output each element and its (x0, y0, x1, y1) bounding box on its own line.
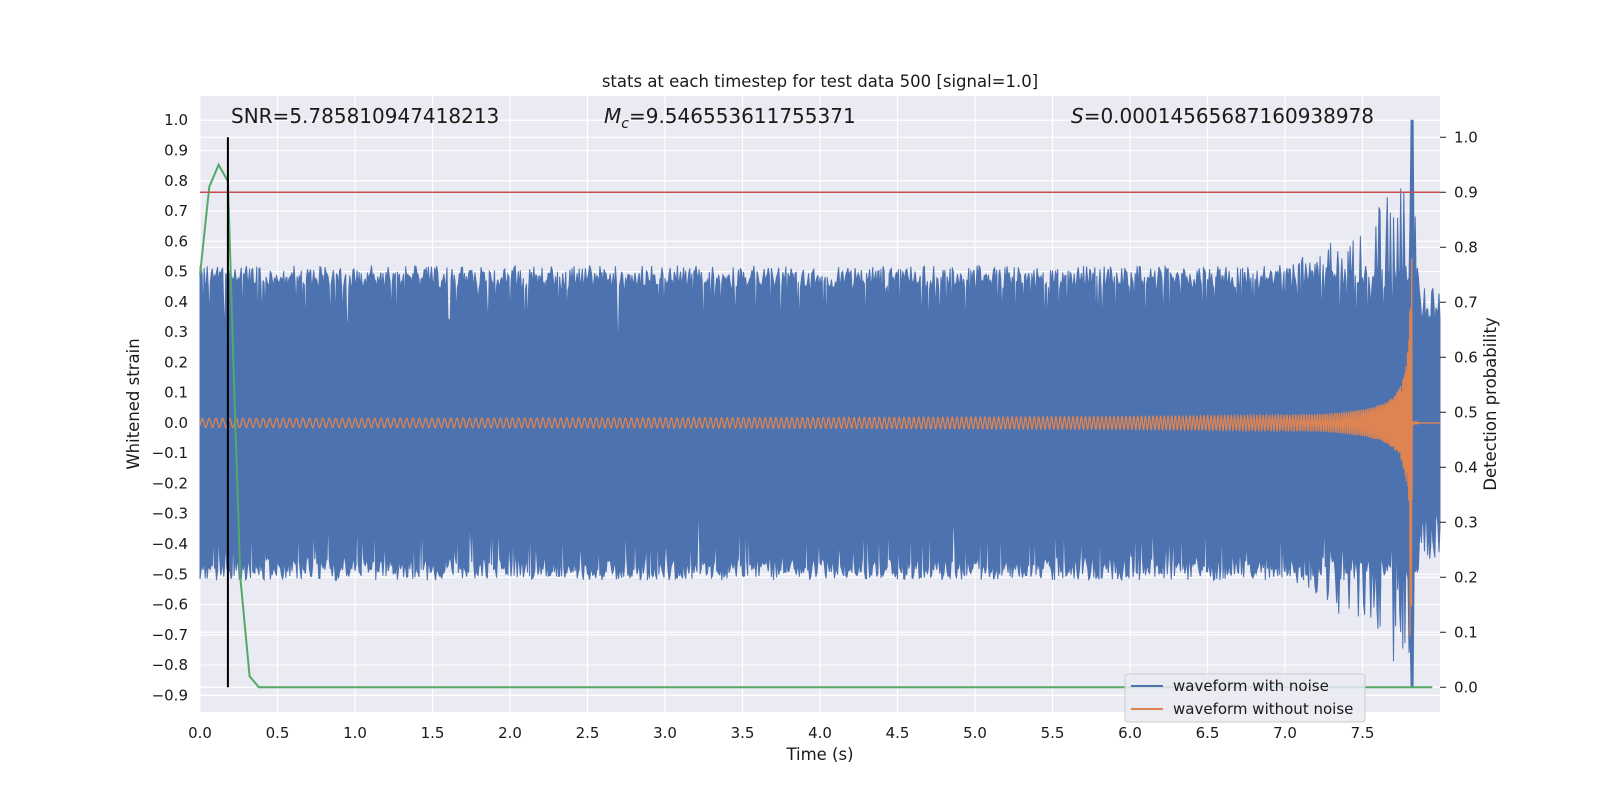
y-left-tick-label: 0.9 (164, 141, 188, 159)
y-left-tick-label: 0.6 (164, 232, 188, 250)
x-tick-label: 0.5 (266, 724, 290, 742)
y-right-tick-label: 0.3 (1454, 513, 1478, 531)
y-left-tick-label: −0.9 (152, 686, 188, 704)
x-tick-label: 1.5 (421, 724, 445, 742)
noise-waveform-line (199, 119, 1441, 687)
x-tick-label: 6.0 (1118, 724, 1142, 742)
y-left-tick-label: 0.5 (164, 263, 188, 281)
y-right-tick-label: 0.1 (1454, 623, 1478, 641)
clean-waveform-line (199, 258, 1440, 637)
legend-label-clean: waveform without noise (1173, 700, 1353, 718)
x-tick-label: 0.0 (188, 724, 212, 742)
y-left-tick-label: −0.3 (152, 505, 188, 523)
mc-value: =9.546553611755371 (629, 104, 856, 128)
x-tick-label: 1.0 (343, 724, 367, 742)
y-left-tick-label: 0.2 (164, 353, 188, 371)
mc-subscript: c (621, 116, 629, 132)
chirp-mass-annotation: Mc=9.546553611755371 (604, 104, 856, 132)
y-right-tick-label: 0.6 (1454, 348, 1478, 366)
x-tick-label: 6.5 (1196, 724, 1220, 742)
legend-box (1124, 673, 1366, 723)
y-left-tick-label: −0.4 (152, 535, 188, 553)
y-right-tick-label: 0.8 (1454, 238, 1478, 256)
legend: waveform with noise waveform without noi… (1124, 673, 1366, 723)
x-tick-label: 3.5 (731, 724, 755, 742)
snr-annotation: SNR=5.785810947418213 (231, 104, 499, 128)
snr-value: 5.785810947418213 (289, 104, 499, 128)
noise-waveform-series (199, 119, 1441, 687)
y-left-tick-label: −0.2 (152, 474, 188, 492)
y-left-tick-label: 0.3 (164, 323, 188, 341)
x-tick-label: 2.5 (576, 724, 600, 742)
y-left-tick-label: −0.5 (152, 565, 188, 583)
y-left-tick-label: 0.7 (164, 202, 188, 220)
x-tick-label: 7.5 (1351, 724, 1375, 742)
y-left-tick-label: 1.0 (164, 111, 188, 129)
y-right-tick-label: 0.0 (1454, 678, 1478, 696)
y-axis-label-left: Whitened strain (124, 338, 143, 469)
y-left-tick-label: −0.1 (152, 444, 188, 462)
y-right-tick-label: 0.4 (1454, 458, 1478, 476)
y-right-tick-label: 0.5 (1454, 403, 1478, 421)
x-tick-label: 3.0 (653, 724, 677, 742)
y-left-tick-label: 0.4 (164, 293, 188, 311)
x-tick-label: 2.0 (498, 724, 522, 742)
s-symbol: S (1071, 104, 1084, 128)
x-tick-label: 5.5 (1041, 724, 1065, 742)
x-tick-label: 4.5 (886, 724, 910, 742)
y-right-tick-label: 0.7 (1454, 293, 1478, 311)
detection-probability-line (199, 162, 1433, 689)
y-left-tick-label: 0.0 (164, 414, 188, 432)
clean-waveform-series (199, 258, 1440, 637)
x-axis-label: Time (s) (785, 745, 853, 764)
y-right-tick-label: 0.2 (1454, 568, 1478, 586)
y-right-tick-label: 1.0 (1454, 128, 1478, 146)
s-value: =0.00014565687160938978 (1084, 104, 1374, 128)
snr-prefix: SNR= (231, 104, 289, 128)
ticks-layer: 0.0 0.5 1.0 1.5 2.0 2.5 3.0 3.5 4.0 4.5 5.0 5.5 6.0 6… (152, 111, 1478, 742)
s-annotation: S=0.00014565687160938978 (1071, 104, 1374, 128)
legend-label-noise: waveform with noise (1173, 677, 1329, 695)
y-left-tick-label: 0.1 (164, 384, 188, 402)
mc-symbol: M (604, 104, 621, 128)
x-tick-label: 4.0 (808, 724, 832, 742)
y-left-tick-label: −0.8 (152, 656, 188, 674)
y-left-tick-label: −0.7 (152, 626, 188, 644)
x-tick-label: 7.0 (1273, 724, 1297, 742)
y-left-tick-label: −0.6 (152, 596, 188, 614)
y-right-tick-label: 0.9 (1454, 183, 1478, 201)
detection-probability-series (199, 137, 1440, 689)
chart-title: stats at each timestep for test data 500… (602, 72, 1038, 91)
x-tick-label: 5.0 (963, 724, 987, 742)
y-left-tick-label: 0.8 (164, 172, 188, 190)
y-axis-label-right: Detection probability (1481, 317, 1500, 491)
